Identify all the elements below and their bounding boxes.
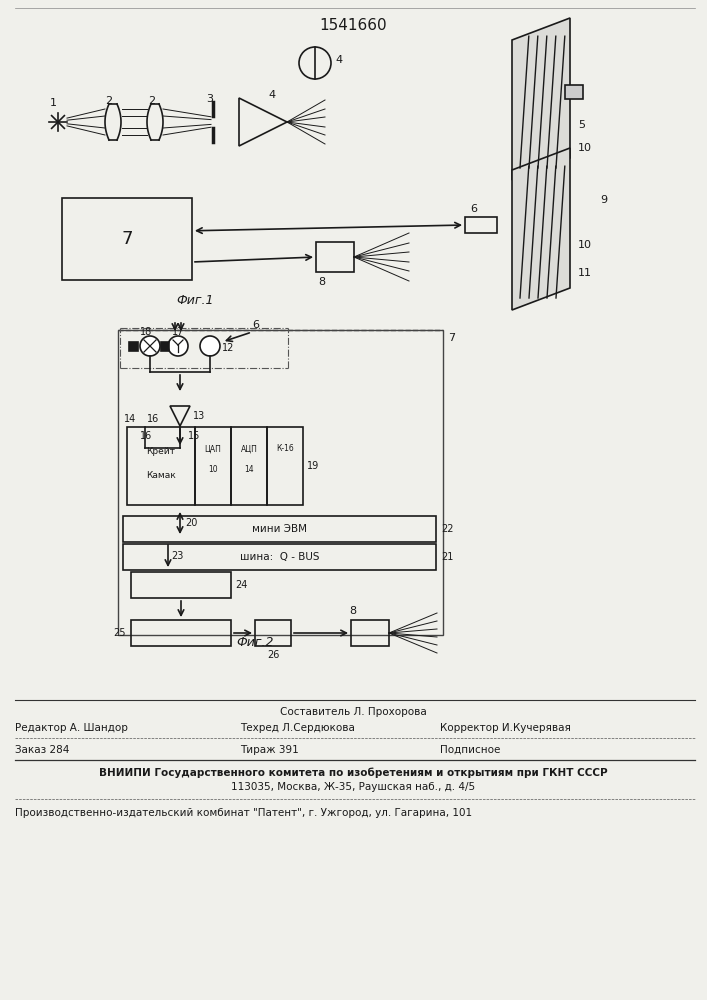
Text: Техред Л.Сердюкова: Техред Л.Сердюкова xyxy=(240,723,355,733)
Text: 8: 8 xyxy=(318,277,325,287)
Text: 22: 22 xyxy=(441,524,453,534)
Bar xyxy=(118,330,443,635)
Bar xyxy=(465,217,497,233)
Text: 21: 21 xyxy=(441,552,453,562)
Text: 2: 2 xyxy=(105,96,112,106)
Circle shape xyxy=(168,336,188,356)
Bar xyxy=(161,342,169,351)
Text: 25: 25 xyxy=(113,628,126,638)
Text: ЦАП: ЦАП xyxy=(204,444,221,453)
Text: Фиг.2: Фиг.2 xyxy=(236,636,274,648)
Text: 14: 14 xyxy=(244,465,254,474)
Bar xyxy=(129,342,138,351)
Text: 7: 7 xyxy=(121,230,133,248)
Text: шина:  Q - BUS: шина: Q - BUS xyxy=(240,552,320,562)
Text: 2: 2 xyxy=(148,96,155,106)
Text: 113035, Москва, Ж-35, Раушская наб., д. 4/5: 113035, Москва, Ж-35, Раушская наб., д. … xyxy=(231,782,475,792)
Bar xyxy=(62,198,192,280)
Text: Фиг.1: Фиг.1 xyxy=(176,294,214,306)
Text: Крейт: Крейт xyxy=(146,447,175,456)
Bar xyxy=(131,572,231,598)
Circle shape xyxy=(140,336,160,356)
Bar xyxy=(267,427,303,505)
Text: Подписное: Подписное xyxy=(440,745,501,755)
Text: 24: 24 xyxy=(235,580,247,590)
Text: Заказ 284: Заказ 284 xyxy=(15,745,69,755)
Bar xyxy=(565,85,583,99)
Text: Редактор А. Шандор: Редактор А. Шандор xyxy=(15,723,128,733)
Text: Камак: Камак xyxy=(146,471,176,480)
Polygon shape xyxy=(512,148,570,310)
Text: 14: 14 xyxy=(124,414,136,424)
Text: АЦП: АЦП xyxy=(240,444,257,453)
Text: 7: 7 xyxy=(448,333,455,343)
Text: 3: 3 xyxy=(206,94,213,104)
Bar xyxy=(231,427,267,505)
Text: 26: 26 xyxy=(267,650,279,660)
Text: мини ЭВМ: мини ЭВМ xyxy=(252,524,307,534)
Bar xyxy=(127,427,195,505)
Text: 23: 23 xyxy=(171,551,183,561)
Text: 12: 12 xyxy=(222,343,235,353)
Text: Составитель Л. Прохорова: Составитель Л. Прохорова xyxy=(280,707,426,717)
Text: 4: 4 xyxy=(335,55,342,65)
Text: Производственно-издательский комбинат "Патент", г. Ужгород, ул. Гагарина, 101: Производственно-издательский комбинат "П… xyxy=(15,808,472,818)
Text: 11: 11 xyxy=(578,268,592,278)
Text: 6: 6 xyxy=(470,204,477,214)
Text: 10: 10 xyxy=(208,465,218,474)
Text: 8: 8 xyxy=(349,606,356,616)
Text: 9: 9 xyxy=(600,195,607,205)
Text: 16: 16 xyxy=(147,414,159,424)
Text: 13: 13 xyxy=(193,411,205,421)
Text: 10: 10 xyxy=(578,240,592,250)
Polygon shape xyxy=(512,18,570,180)
Text: 15: 15 xyxy=(188,431,200,441)
Bar xyxy=(195,427,231,505)
Text: 5: 5 xyxy=(578,120,585,130)
Circle shape xyxy=(200,336,220,356)
Text: К-16: К-16 xyxy=(276,444,294,453)
Text: ВНИИПИ Государственного комитета по изобретениям и открытиям при ГКНТ СССР: ВНИИПИ Государственного комитета по изоб… xyxy=(99,768,607,778)
Text: 4: 4 xyxy=(268,90,275,100)
Text: 16: 16 xyxy=(140,431,152,441)
Text: Корректор И.Кучерявая: Корректор И.Кучерявая xyxy=(440,723,571,733)
Bar xyxy=(123,516,436,542)
Bar xyxy=(131,620,231,646)
Text: Тираж 391: Тираж 391 xyxy=(240,745,299,755)
Text: 1: 1 xyxy=(50,98,57,108)
Bar xyxy=(255,620,291,646)
Text: 18: 18 xyxy=(140,327,152,337)
Text: 6: 6 xyxy=(252,320,259,330)
Text: 1541660: 1541660 xyxy=(319,17,387,32)
Text: 19: 19 xyxy=(307,461,320,471)
Bar xyxy=(316,242,354,272)
Text: 10: 10 xyxy=(578,143,592,153)
Text: 17: 17 xyxy=(172,327,185,337)
Bar xyxy=(123,544,436,570)
Text: 20: 20 xyxy=(185,518,197,528)
Bar xyxy=(351,620,389,646)
